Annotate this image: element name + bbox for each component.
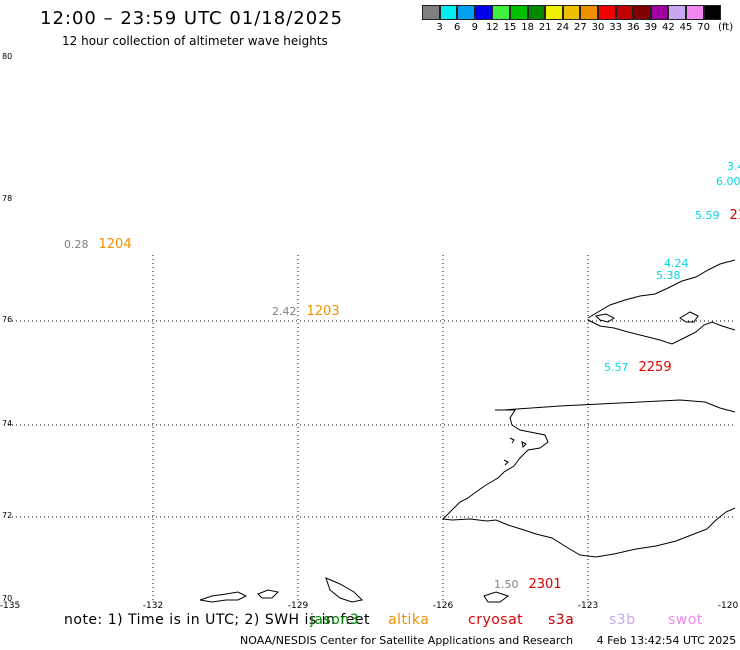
- obs-time: 1204: [98, 237, 132, 252]
- island-south-b: [257, 589, 280, 599]
- legend-label: 3: [436, 22, 443, 33]
- swh-value: 0.28: [64, 238, 89, 251]
- observation-label: 5.59 21: [695, 208, 740, 223]
- color-legend: 3 6 9 12 15 18 21 24 27 30 33 36 39 42 45 70 (ft): [422, 5, 733, 36]
- legend-label: 15: [503, 22, 517, 33]
- legend-swatch-14: [668, 5, 686, 20]
- legend-swatch-5: [509, 5, 528, 20]
- obs-time: 21: [729, 208, 740, 223]
- swh-value: 2.42: [272, 305, 297, 318]
- legend-swatch-15: [685, 5, 704, 20]
- obs-time: 2259: [638, 360, 672, 375]
- legend-label: 42: [662, 22, 675, 33]
- map-subtitle: 12 hour collection of altimeter wave hei…: [62, 34, 328, 48]
- swh-value: 4.24: [664, 257, 689, 270]
- island-c: [503, 459, 509, 466]
- observation-label: 2.42 1203: [272, 304, 340, 319]
- swh-value: 1.50: [494, 578, 519, 591]
- legend-unit: (ft): [718, 22, 734, 33]
- obs-time: 1203: [306, 304, 340, 319]
- observation-label: 0.28 1204: [64, 237, 132, 252]
- lon-label-132: -132: [142, 601, 164, 611]
- legend-label: 70: [697, 22, 710, 33]
- inlet-b: [679, 311, 699, 323]
- lon-label-126: -126: [432, 601, 454, 611]
- lon-label-120: -120: [717, 601, 739, 611]
- graticule: [8, 255, 735, 600]
- coastline-mainland-west: [441, 409, 736, 558]
- legend-label: 12: [486, 22, 499, 33]
- satellite-label-s3b: s3b: [609, 612, 636, 628]
- legend-swatch-4: [492, 5, 510, 20]
- swh-value: 6.00: [716, 175, 740, 188]
- legend-swatch-16: [703, 5, 722, 20]
- legend-swatch-6: [527, 5, 546, 20]
- satellite-label-s3a: s3a: [548, 612, 575, 628]
- swh-value: 3.4: [727, 160, 740, 173]
- legend-swatch-12: [633, 5, 651, 20]
- satellite-label-altika: altika: [388, 612, 430, 628]
- lat-label-80: 80: [2, 52, 13, 61]
- island-south-d: [483, 591, 510, 603]
- legend-label: 36: [626, 22, 640, 33]
- legend-label: 39: [644, 22, 658, 33]
- legend-swatch-3: [474, 5, 493, 20]
- legend-labels: 3 6 9 12 15 18 21 24 27 30 33 36 39 42 45 70 (ft): [422, 22, 733, 36]
- coastline: [199, 259, 736, 603]
- legend-swatches: [422, 5, 722, 20]
- island-south-c: [325, 577, 364, 603]
- lon-label-123: -123: [577, 601, 599, 611]
- coastline-north-island: [587, 259, 736, 319]
- inlet-a: [594, 313, 615, 323]
- legend-swatch-2: [457, 5, 475, 20]
- legend-label: 6: [454, 22, 461, 33]
- legend-label: 45: [679, 22, 693, 33]
- legend-swatch-1: [439, 5, 458, 20]
- legend-label: 18: [521, 22, 534, 33]
- legend-label: 24: [556, 22, 570, 33]
- lat-label-78: 78: [2, 194, 13, 203]
- legend-label: 30: [591, 22, 605, 33]
- legend-swatch-11: [615, 5, 634, 20]
- footer-timestamp: 4 Feb 13:42:54 UTC 2025: [596, 634, 737, 647]
- satellite-label-jason3: jason3: [310, 612, 360, 628]
- legend-label: 21: [538, 22, 552, 33]
- observation-label: 5.57 2259: [604, 360, 672, 375]
- legend-swatch-10: [597, 5, 616, 20]
- swh-value: 5.59: [695, 209, 720, 222]
- legend-swatch-0: [422, 5, 440, 20]
- island-a: [509, 437, 515, 444]
- lat-label-72: 72: [2, 511, 13, 520]
- lat-label-74: 74: [2, 419, 13, 428]
- legend-swatch-8: [562, 5, 581, 20]
- satellite-label-swot: swot: [668, 612, 703, 628]
- lat-label-70: 70: [2, 594, 13, 603]
- footer: NOAA/NESDIS Center for Satellite Applica…: [240, 634, 736, 647]
- legend-swatch-9: [580, 5, 598, 20]
- lon-label-135: -135: [0, 601, 21, 611]
- legend-label: 27: [574, 22, 587, 33]
- coastline-channel: [502, 399, 736, 413]
- lat-label-76: 76: [2, 315, 13, 324]
- swh-value: 5.57: [604, 361, 629, 374]
- observation-label: 1.50 2301: [494, 577, 562, 592]
- lon-label-129: -129: [287, 601, 309, 611]
- satellite-label-cryosat: cryosat: [468, 612, 524, 628]
- legend-swatch-7: [545, 5, 563, 20]
- legend-label: 33: [609, 22, 622, 33]
- island-south-a: [199, 591, 248, 603]
- obs-time: 2301: [528, 577, 562, 592]
- note-text: note: 1) Time is in UTC; 2) SWH is in fe…: [64, 612, 371, 628]
- swh-value: 5.38: [656, 269, 681, 282]
- map-title: 12:00 – 23:59 UTC 01/18/2025: [40, 8, 344, 29]
- legend-swatch-13: [650, 5, 669, 20]
- island-b: [521, 441, 527, 449]
- legend-label: 9: [471, 22, 478, 33]
- coastline-north-island-south: [587, 319, 736, 345]
- footer-credit: NOAA/NESDIS Center for Satellite Applica…: [240, 634, 574, 647]
